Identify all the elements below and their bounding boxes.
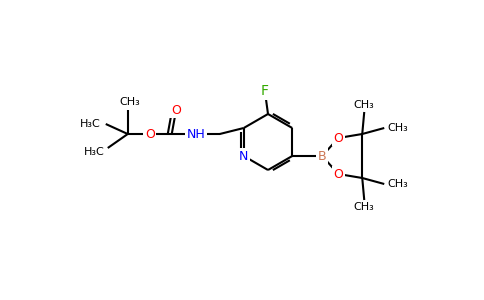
Text: CH₃: CH₃ [388, 179, 408, 189]
Text: O: O [333, 131, 343, 145]
Text: CH₃: CH₃ [120, 97, 140, 107]
Text: H₃C: H₃C [79, 119, 100, 129]
Text: H₃C: H₃C [83, 147, 104, 157]
Text: O: O [333, 167, 343, 181]
Text: O: O [145, 128, 155, 140]
Text: CH₃: CH₃ [354, 100, 375, 110]
Text: F: F [261, 84, 269, 98]
Text: B: B [318, 149, 327, 163]
Text: N: N [239, 149, 248, 163]
Text: O: O [171, 103, 181, 116]
Text: NH: NH [186, 128, 205, 140]
Text: CH₃: CH₃ [388, 123, 408, 133]
Text: CH₃: CH₃ [354, 202, 375, 212]
